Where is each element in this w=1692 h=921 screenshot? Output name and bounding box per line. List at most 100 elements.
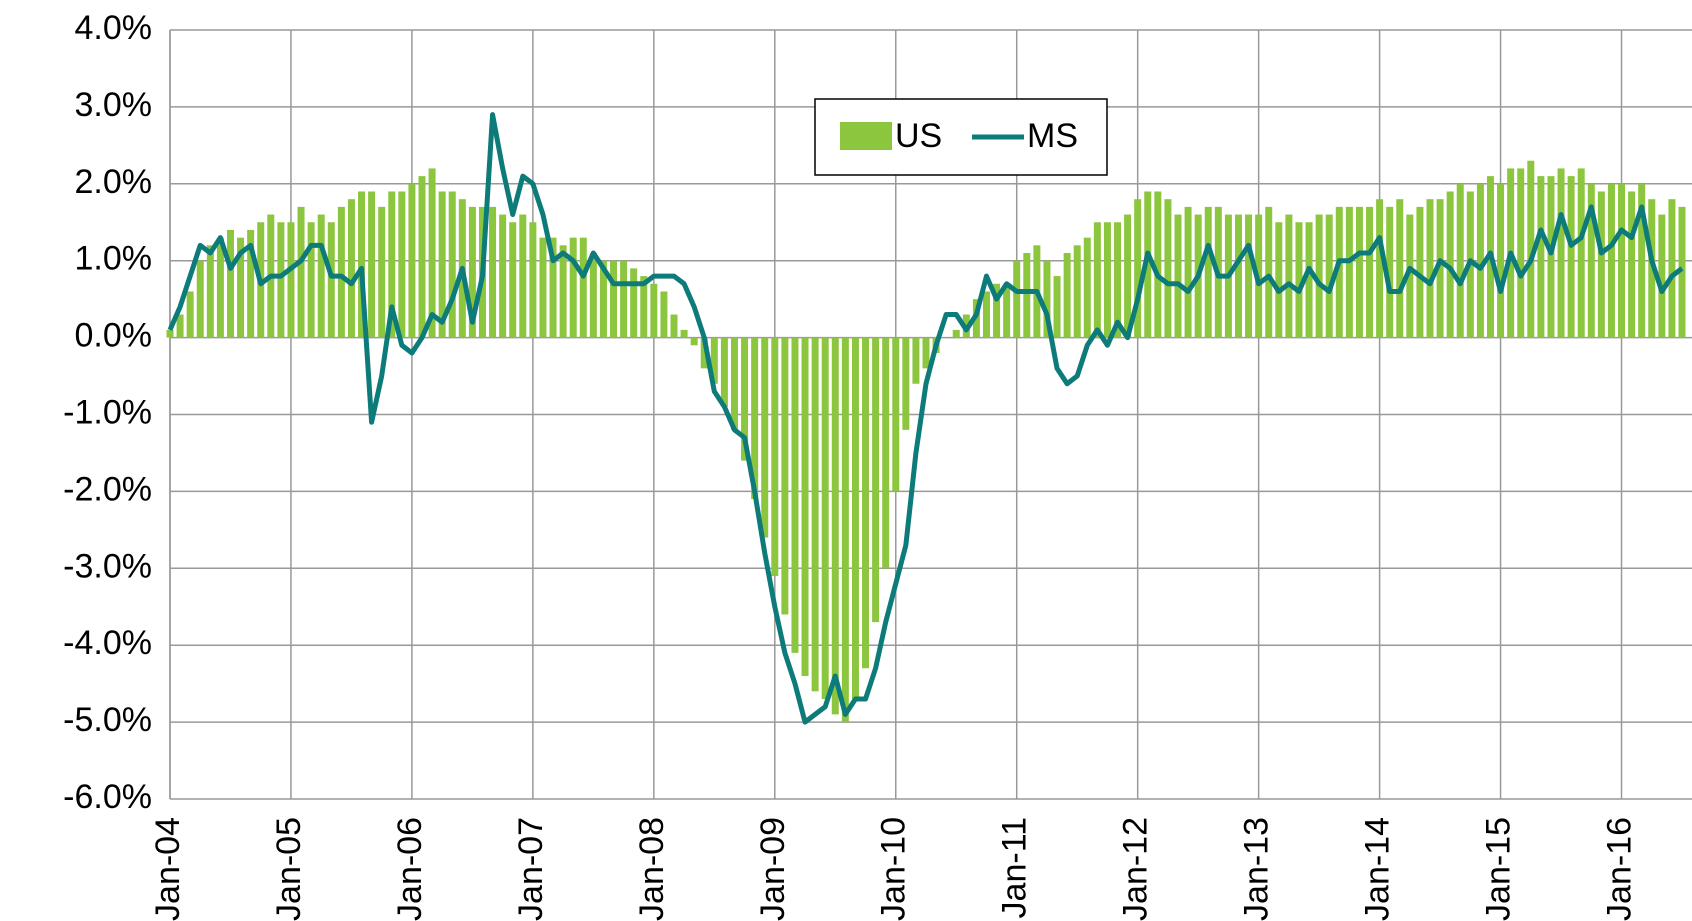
bar — [589, 253, 597, 338]
bar — [1174, 214, 1182, 338]
bar — [509, 222, 517, 338]
bar — [196, 260, 204, 338]
bar — [1355, 206, 1363, 338]
bar — [1426, 199, 1434, 338]
bar — [912, 337, 920, 384]
bar — [226, 229, 234, 338]
bar — [791, 337, 799, 653]
y-tick-label: 3.0% — [75, 86, 153, 124]
bar — [700, 337, 708, 369]
bar — [408, 183, 416, 338]
bar — [892, 337, 900, 492]
bar — [882, 337, 890, 569]
bar — [862, 337, 870, 669]
bar — [1416, 206, 1424, 338]
x-tick-label: Jan-04 — [149, 817, 187, 921]
bar — [1103, 222, 1111, 338]
bar — [761, 337, 769, 538]
y-tick-label: -5.0% — [63, 701, 152, 739]
bar — [539, 237, 547, 338]
bar — [599, 260, 607, 338]
bar — [982, 291, 990, 338]
bar — [176, 314, 184, 338]
bar — [418, 176, 426, 338]
bar — [1436, 199, 1444, 338]
bar — [448, 191, 456, 338]
bar — [821, 337, 829, 700]
bar — [1567, 176, 1575, 338]
bar — [610, 260, 618, 338]
bar — [1295, 222, 1303, 338]
bar — [529, 222, 537, 338]
bar — [1456, 183, 1464, 338]
bar — [468, 206, 476, 338]
bar — [741, 337, 749, 461]
y-tick-label: 0.0% — [75, 317, 153, 355]
x-tick-label: Jan-07 — [512, 817, 550, 921]
bar — [499, 214, 507, 338]
bar — [1597, 191, 1605, 338]
bar — [277, 222, 285, 338]
bar — [1043, 260, 1051, 338]
bar — [1164, 199, 1172, 338]
bar — [368, 191, 376, 338]
bar — [358, 191, 366, 338]
bar — [307, 222, 315, 338]
x-tick-label: Jan-14 — [1359, 817, 1397, 921]
x-tick-label: Jan-16 — [1601, 817, 1639, 921]
y-tick-label: -4.0% — [63, 624, 152, 662]
bar — [690, 337, 698, 346]
bar — [1114, 222, 1122, 338]
bar — [1618, 183, 1626, 338]
bar — [1678, 206, 1686, 338]
bar — [1345, 206, 1353, 338]
bar — [398, 191, 406, 338]
bar — [1234, 214, 1242, 338]
bar — [438, 191, 446, 338]
bar — [781, 337, 789, 615]
bar — [831, 337, 839, 715]
bar — [680, 329, 688, 338]
bar — [1335, 206, 1343, 338]
bar — [549, 237, 557, 338]
bar — [851, 337, 859, 700]
x-tick-label: Jan-10 — [875, 817, 913, 921]
bar — [710, 337, 718, 384]
bar — [1376, 199, 1384, 338]
bar — [650, 283, 658, 338]
bar — [317, 214, 325, 338]
bar — [378, 206, 386, 338]
bar — [206, 245, 214, 338]
bar — [1527, 160, 1535, 338]
bar — [670, 314, 678, 338]
bar — [811, 337, 819, 692]
bar — [640, 276, 648, 338]
y-tick-label: 2.0% — [75, 163, 153, 201]
x-tick-label: Jan-11 — [996, 817, 1034, 918]
bar — [1517, 168, 1525, 338]
bar — [620, 260, 628, 338]
bar — [1446, 191, 1454, 338]
x-tick-label: Jan-15 — [1480, 817, 1518, 921]
bar — [1628, 191, 1636, 338]
bar — [569, 237, 577, 338]
bar — [337, 206, 345, 338]
x-tick-label: Jan-05 — [270, 817, 308, 921]
bar — [519, 214, 527, 338]
bar — [771, 337, 779, 576]
x-tick-label: Jan-13 — [1238, 817, 1276, 921]
bar — [1315, 214, 1323, 338]
bar — [1204, 206, 1212, 338]
bar — [1285, 214, 1293, 338]
bar — [1607, 183, 1615, 338]
bar — [751, 337, 759, 500]
bar — [1184, 206, 1192, 338]
bar — [237, 237, 245, 338]
legend-swatch — [840, 122, 892, 150]
bar — [559, 245, 567, 338]
y-tick-label: -6.0% — [63, 778, 152, 816]
legend-label: MS — [1027, 117, 1078, 155]
x-tick-label: Jan-09 — [754, 817, 792, 921]
bar — [1396, 199, 1404, 338]
bar — [1023, 253, 1031, 338]
